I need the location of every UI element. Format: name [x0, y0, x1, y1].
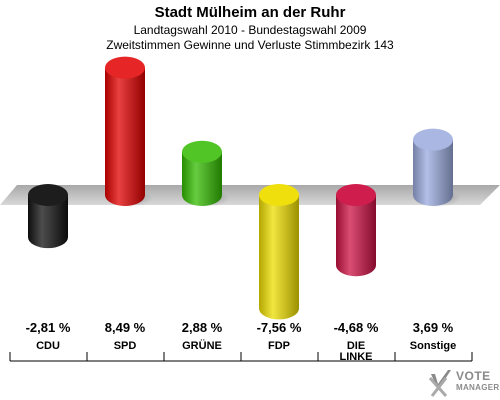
- bar-body: [336, 195, 376, 277]
- bar-body: [413, 139, 453, 206]
- bar-spd: [105, 56, 153, 207]
- value-label: -7,56 %: [257, 320, 302, 335]
- category-label: Sonstige: [410, 340, 456, 352]
- bar-body: [182, 151, 222, 206]
- bar-top: [28, 184, 68, 206]
- logo-text-manager: MANAGER: [456, 383, 500, 392]
- bar-top: [336, 184, 376, 206]
- value-label: 2,88 %: [182, 320, 223, 335]
- bar-body: [259, 195, 299, 320]
- bar-die-linke: [336, 184, 376, 277]
- logo-mark-icon: [428, 370, 451, 397]
- chart-title: Stadt Mülheim an der Ruhr: [154, 4, 346, 21]
- bar-cdu: [28, 184, 68, 249]
- bar-body: [28, 195, 68, 249]
- value-label: 8,49 %: [105, 320, 146, 335]
- category-label: LINKE: [340, 351, 373, 363]
- value-label: -4,68 %: [334, 320, 379, 335]
- value-label: -2,81 %: [26, 320, 71, 335]
- chart-subtitle-1: Landtagswahl 2010 - Bundestagswahl 2009: [133, 23, 367, 37]
- bar-top: [413, 128, 453, 151]
- vote-manager-logo: VOTE MANAGER: [428, 366, 500, 398]
- category-label: GRÜNE: [182, 339, 222, 352]
- bar-grüne: [182, 140, 230, 207]
- bar-top: [259, 184, 299, 206]
- category-label: DIE: [347, 340, 365, 352]
- bar-sonstige: [413, 128, 461, 207]
- bar-top: [182, 140, 222, 163]
- chart-subtitle-2: Zweitstimmen Gewinne und Verluste Stimmb…: [106, 38, 394, 52]
- logo-text-vote: VOTE: [456, 369, 491, 383]
- category-label: CDU: [36, 340, 60, 352]
- bar-fdp: [259, 184, 299, 320]
- bar-top: [105, 56, 145, 79]
- category-label: SPD: [114, 340, 137, 352]
- bar-body: [105, 67, 145, 207]
- category-label: FDP: [268, 340, 290, 352]
- value-label: 3,69 %: [413, 320, 454, 335]
